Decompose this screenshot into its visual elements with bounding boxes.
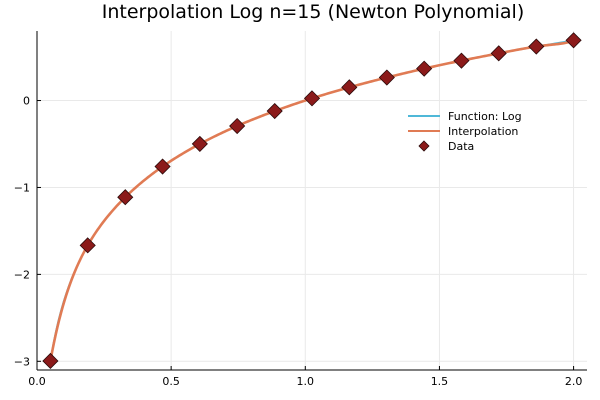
x-tick-label: 0.0: [28, 375, 46, 388]
data-point: [378, 69, 395, 86]
data-point: [341, 79, 358, 96]
data-point: [154, 158, 171, 175]
y-tick-label: −1: [14, 181, 30, 194]
axes: 0.0 0.5 1.0 1.5 2.0 −3 −2 −1 0: [14, 31, 587, 388]
y-tick-label: 0: [23, 95, 30, 108]
data-point: [303, 90, 321, 107]
series-layer: [42, 32, 582, 370]
y-tick-label: −3: [14, 355, 30, 368]
data-point: [229, 117, 246, 135]
data-point: [565, 32, 582, 49]
data-point: [79, 237, 96, 254]
x-tick-label: 1.0: [297, 375, 315, 388]
x-tick-label: 2.0: [565, 375, 583, 388]
chart-title: Interpolation Log n=15 (Newton Polynomia…: [102, 1, 525, 23]
y-tick-label: −2: [14, 268, 30, 281]
legend-label: Data: [448, 140, 474, 153]
grid: [36, 31, 587, 370]
data-point: [490, 45, 507, 62]
data-point: [453, 52, 470, 69]
legend-label: Interpolation: [448, 125, 518, 138]
data-point: [266, 102, 283, 120]
x-tick-label: 0.5: [162, 375, 180, 388]
data-point: [117, 189, 134, 206]
data-point: [528, 38, 545, 55]
data-point: [42, 352, 59, 370]
legend-label: Function: Log: [448, 110, 522, 123]
x-tick-label: 1.5: [431, 375, 449, 388]
legend-marker-data: [418, 140, 430, 152]
legend: Function: Log Interpolation Data: [408, 110, 522, 153]
data-point: [191, 135, 208, 152]
data-point: [416, 60, 433, 77]
